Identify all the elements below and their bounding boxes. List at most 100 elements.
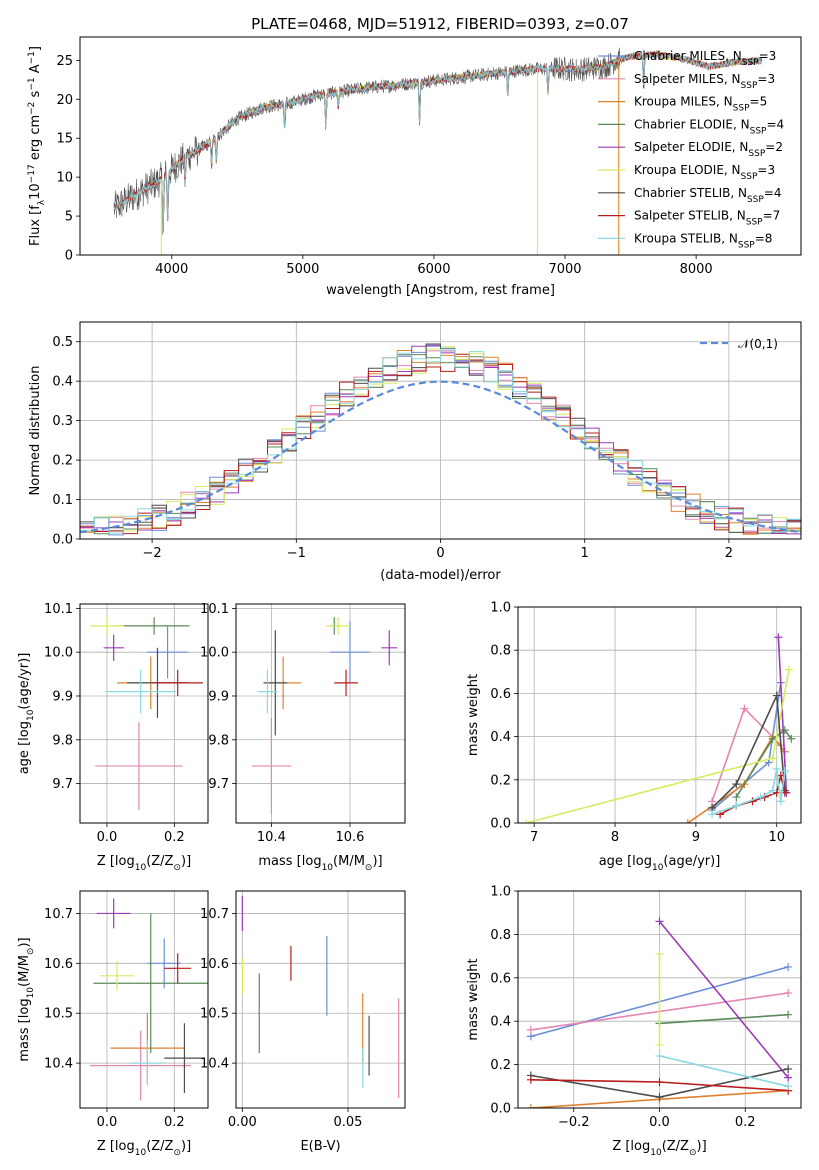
spectrum-ytick-label: 5 — [65, 210, 73, 225]
mass_weight_vs_age-marker — [768, 734, 777, 743]
residual_hist-ytick-label: 0.0 — [52, 533, 73, 548]
mass_vs_Z-xtick-label: 0.2 — [164, 1115, 185, 1130]
residual_hist-plot-area — [80, 343, 801, 539]
residual_hist-ytick-label: 0.3 — [52, 414, 73, 429]
mass_weight_vs_age-ytick-label: 1.0 — [490, 601, 511, 616]
spectrum-xtick-label: 8000 — [680, 262, 713, 277]
mass_vs_ebv-xtick-label: 0.00 — [228, 1115, 257, 1130]
age_vs_Z-panel: 0.0 0.2 9.7 9.8 9.9 10.0 10.1 Z [log10(Z/Z⊙)] ag… — [17, 602, 209, 873]
age_vs_mass-point — [334, 669, 358, 696]
mass_vs_Z-xlabel: Z [log10(Z/Z⊙)] — [97, 1139, 191, 1158]
spectrum-ylabel: Flux [fλ10−17 erg cm−2 s−1 A−1] — [27, 46, 47, 246]
mass_weight_vs_age-series-line — [711, 692, 786, 809]
mass_weight_vs_Z-series-line — [659, 1013, 789, 1025]
mass_weight_vs_Z-marker — [655, 1041, 664, 1050]
mass_weight_vs_age-marker — [776, 797, 785, 806]
mass_vs_Z-panel: 0.0 0.2 10.4 10.5 10.6 10.7 Z [log10(Z/Z⊙)] mas… — [17, 890, 209, 1158]
age_vs_Z-ytick-label: 10.0 — [44, 646, 73, 661]
mass_weight_vs_Z-marker — [784, 1073, 793, 1082]
mass_weight_vs_Z-marker — [655, 1051, 664, 1060]
mass_weight_vs_Z-marker — [526, 1104, 535, 1108]
legend-label: Chabrier MILES, NSSP=3 — [634, 49, 776, 68]
mass_weight_vs_age-marker — [787, 734, 796, 743]
mass_weight_vs_age-marker — [522, 819, 531, 823]
age_vs_mass-xtick-label: 10.6 — [336, 830, 365, 845]
residual_hist-xtick-label: 0 — [436, 546, 444, 561]
mass_weight_vs_Z-ytick-label: 0.6 — [490, 971, 511, 986]
spectrum-model-line — [113, 50, 762, 229]
legend-label: Salpeter ELODIE, NSSP=2 — [634, 140, 783, 159]
mass_weight_vs_Z-panel: −0.2 0.0 0.2 0.0 0.2 0.4 0.6 0.8 1.0 Z [log10(Z/Z… — [466, 885, 802, 1158]
mass_weight_vs_age-series-line — [777, 637, 788, 793]
mass_weight_vs_Z-xtick-label: −0.2 — [558, 1115, 590, 1130]
mass_weight_vs_age-ylabel: mass weight — [466, 674, 481, 756]
age_vs_mass-xlabel: mass [log10(M/M⊙)] — [258, 854, 382, 873]
mass_weight_vs_Z-ytick-label: 1.0 — [490, 885, 511, 900]
mass_weight_vs_Z-series-line — [659, 1055, 789, 1088]
age_vs_Z-point — [152, 669, 203, 696]
age_vs_mass-point — [330, 621, 370, 683]
age_vs_mass-panel: 10.4 10.6 9.7 9.8 9.9 10.0 10.1 mass [log10(M/M… — [200, 602, 406, 873]
mass_vs_Z-ytick-label: 10.7 — [44, 907, 73, 922]
mass_weight_vs_Z-xlabel: Z [log10(Z/Z⊙)] — [612, 1139, 706, 1158]
residual_hist-xtick-label: 1 — [581, 546, 589, 561]
residual_hist-ytick-label: 0.4 — [52, 375, 73, 390]
age_vs_Z-plot-area — [90, 617, 203, 810]
mass_vs_ebv-ytick-label: 10.7 — [200, 907, 229, 922]
mass_weight_vs_age-series-line — [735, 728, 792, 798]
mass_vs_Z-point — [164, 1023, 205, 1094]
mass_weight_vs_Z-marker — [655, 1093, 664, 1102]
spectrum-xlabel: wavelength [Angstrom, rest frame] — [326, 283, 555, 298]
spectrum-xtick-label: 4000 — [155, 262, 188, 277]
age_vs_mass-point — [251, 717, 292, 815]
spectrum-frame — [79, 36, 802, 256]
mass_weight_vs_Z-marker — [784, 1082, 793, 1091]
mass_vs_ebv-xlabel: E(B-V) — [300, 1139, 340, 1154]
age_vs_Z-xtick-label: 0.2 — [164, 830, 185, 845]
age_vs_Z-point — [105, 669, 176, 714]
mass_weight_vs_age-marker — [772, 691, 781, 700]
mass_vs_Z-frame — [79, 890, 209, 1109]
mass_weight_vs_Z-marker — [784, 988, 793, 997]
mass_weight_vs_age-xtick-label: 7 — [530, 830, 538, 845]
age_vs_Z-xlabel: Z [log10(Z/Z⊙)] — [97, 854, 191, 873]
age_vs_mass-xtick-label: 10.4 — [257, 830, 286, 845]
mass_vs_Z-point — [93, 913, 208, 1054]
mass_weight_vs_age-xlabel: age [log10(age/yr)] — [599, 854, 721, 873]
residual_hist-ytick-label: 0.5 — [52, 335, 73, 350]
mass_vs_Z-point — [90, 1030, 192, 1101]
spectrum-ytick-label: 20 — [56, 93, 73, 108]
residual_hist-panel: −2 −1 0 1 2 0.0 0.1 0.2 0.3 0.4 0.5 𝒩(0,1) (data-mod… — [28, 321, 802, 583]
age_vs_Z-point — [118, 617, 190, 635]
legend-label: Chabrier STELIB, NSSP=4 — [634, 186, 782, 205]
mass_weight_vs_age-panel: 7 8 9 10 0.0 0.2 0.4 0.6 0.8 1.0 age [log10(age/yr… — [466, 601, 802, 873]
age_vs_Z-ytick-label: 9.8 — [52, 733, 73, 748]
gaussian-reference-curve — [80, 380, 801, 534]
age_vs_mass-point — [326, 617, 350, 635]
mass_vs_ebv-xtick-label: 0.05 — [333, 1115, 362, 1130]
mass_weight_vs_age-marker — [732, 780, 741, 789]
mass_weight_vs_age-marker — [756, 793, 765, 802]
mass_weight_vs_Z-xtick-label: 0.0 — [649, 1115, 670, 1130]
mass_vs_Z-point — [100, 960, 134, 991]
mass_weight_vs_Z-xtick-label: 0.2 — [735, 1115, 756, 1130]
mass_vs_Z-plot-area — [90, 898, 208, 1101]
age_vs_mass-point — [381, 630, 398, 666]
mass_weight_vs_Z-marker — [784, 962, 793, 971]
spectrum-ytick-label: 25 — [56, 54, 73, 69]
mass_weight_vs_age-marker — [784, 665, 793, 674]
spectrum-xtick-label: 7000 — [548, 262, 581, 277]
age_vs_Z-ytick-label: 9.9 — [52, 689, 73, 704]
mass_vs_ebv-panel: 0.00 0.05 10.4 10.5 10.6 10.7 E(B-V) — [200, 890, 406, 1154]
mass_weight_vs_Z-ylabel: mass weight — [466, 958, 481, 1040]
residual_hist-ytick-label: 0.2 — [52, 454, 73, 469]
age_vs_mass-ytick-label: 9.7 — [208, 777, 229, 792]
mass_weight_vs_Z-marker — [655, 949, 664, 958]
mass_vs_Z-xtick-label: 0.0 — [97, 1115, 118, 1130]
mass_weight_vs_Z-ytick-label: 0.0 — [490, 1102, 511, 1117]
mass_weight_vs_age-xtick-label: 10 — [768, 830, 785, 845]
mass_weight_vs_Z-ytick-label: 0.4 — [490, 1015, 511, 1030]
mass_weight_vs_age-ytick-label: 0.0 — [490, 817, 511, 832]
legend-label: Chabrier ELODIE, NSSP=4 — [634, 117, 784, 136]
